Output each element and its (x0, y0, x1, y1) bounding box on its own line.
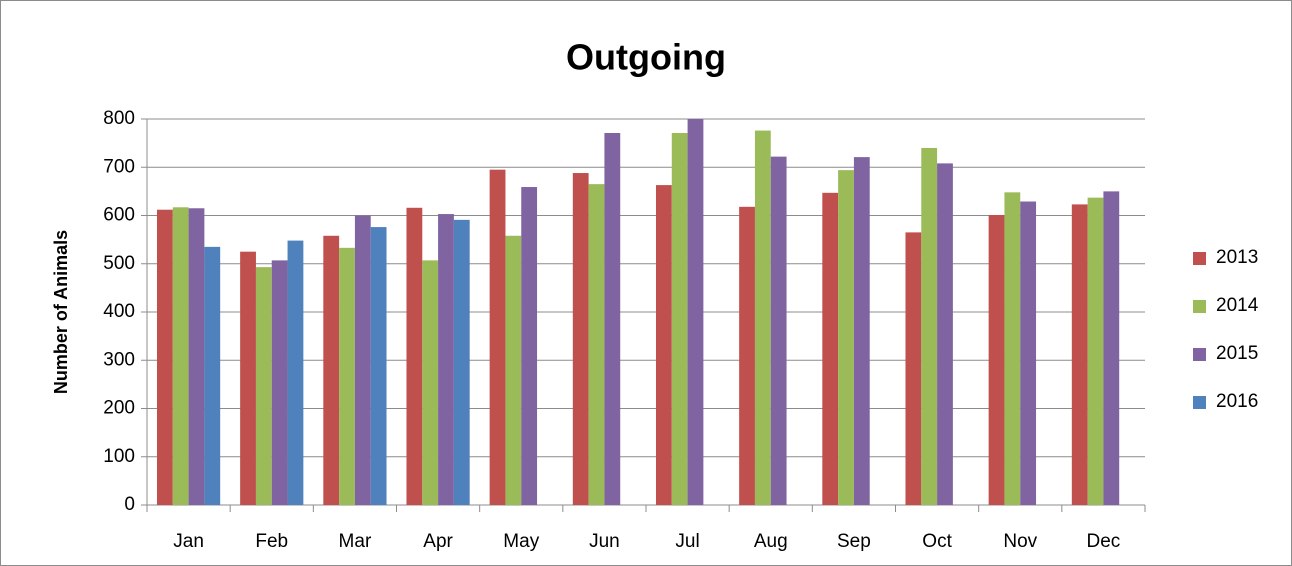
bar (505, 235, 522, 505)
bar (572, 173, 589, 506)
bar (172, 207, 189, 506)
x-tick-label: Jan (173, 531, 204, 552)
bar (406, 207, 423, 505)
x-tick-label: Feb (255, 531, 288, 552)
legend-label: 2014 (1216, 295, 1259, 316)
y-tick-label: 700 (103, 156, 135, 177)
bar (323, 235, 340, 505)
bar (1020, 201, 1037, 505)
bar (921, 147, 938, 505)
bar (687, 119, 704, 505)
bar (354, 215, 371, 505)
x-tick-label: Sep (837, 531, 871, 552)
bar (255, 267, 272, 505)
bar (204, 246, 221, 506)
x-tick-label: May (503, 531, 539, 552)
bar (853, 157, 870, 505)
x-tick-label: Nov (1003, 531, 1037, 552)
bar (905, 232, 922, 505)
x-tick-label: Aug (754, 531, 788, 552)
bar (287, 240, 304, 505)
bar (1103, 191, 1120, 505)
x-tick-label: Apr (423, 531, 453, 552)
y-tick-label: 800 (103, 108, 135, 129)
bar (838, 170, 854, 505)
bar (770, 156, 787, 505)
bar (822, 192, 839, 505)
legend-swatch (1193, 348, 1206, 361)
bar (188, 208, 205, 505)
chart-title: Outgoing (566, 37, 726, 78)
x-tick-label: Jul (675, 531, 699, 552)
x-tick-label: Oct (922, 531, 952, 552)
bar (588, 184, 605, 505)
legend-label: 2015 (1216, 343, 1258, 364)
legend-label: 2016 (1216, 391, 1258, 412)
bar (422, 260, 439, 505)
legend-swatch (1193, 396, 1206, 409)
bar (655, 185, 672, 506)
legend-swatch (1193, 300, 1206, 313)
x-tick-label: Mar (339, 531, 372, 552)
y-tick-label: 100 (103, 446, 135, 467)
y-tick-label: 400 (103, 301, 135, 322)
bar (370, 227, 387, 505)
x-tick-label: Dec (1087, 531, 1121, 552)
bar (521, 187, 538, 505)
bar (754, 130, 771, 505)
y-tick-label: 0 (124, 494, 135, 515)
bar (438, 214, 454, 506)
y-tick-label: 600 (103, 205, 135, 226)
legend-label: 2013 (1216, 247, 1258, 268)
bar (489, 169, 506, 505)
bar (339, 247, 355, 505)
bar (604, 132, 621, 505)
y-tick-label: 500 (103, 253, 135, 274)
y-axis-label: Number of Animals (51, 230, 71, 394)
bar (671, 132, 688, 505)
bar (739, 206, 755, 505)
bar (988, 215, 1005, 505)
bar (1087, 197, 1104, 505)
bar (1004, 192, 1021, 505)
bar (271, 260, 288, 505)
x-tick-label: Jun (589, 531, 620, 552)
bar (1071, 204, 1088, 505)
bar (156, 209, 173, 505)
y-tick-label: 300 (103, 349, 135, 370)
bar (453, 219, 470, 505)
bar (240, 251, 256, 505)
y-tick-label: 200 (103, 398, 135, 419)
legend-swatch (1193, 252, 1206, 265)
bar (937, 163, 953, 505)
